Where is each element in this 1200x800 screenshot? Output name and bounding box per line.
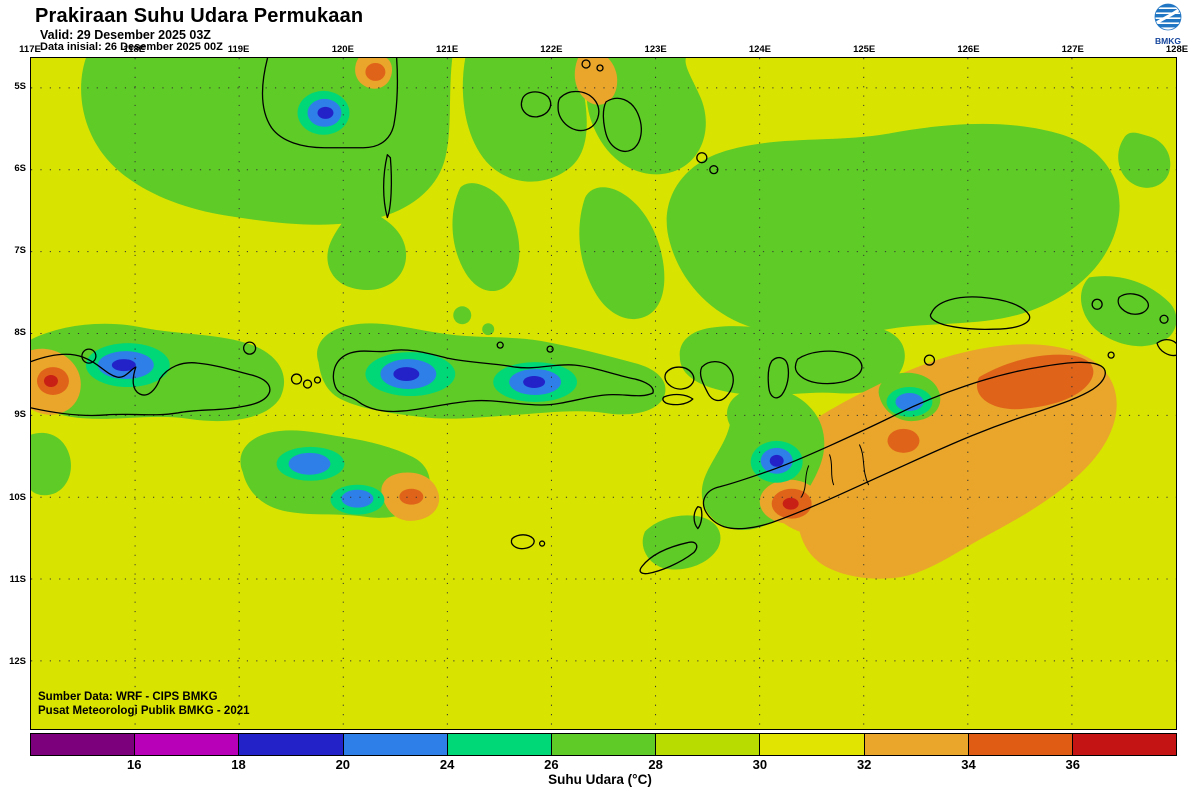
colorbar-segment (759, 734, 864, 755)
timor-internal-border (801, 465, 810, 498)
lon-tick-label: 118E (123, 44, 146, 55)
temperature-field (31, 58, 1176, 729)
coastline-flores (332, 349, 654, 413)
coastline-romang (1117, 293, 1149, 315)
colorbar-tick-label: 30 (752, 757, 768, 772)
lat-tick-label: 6S (14, 163, 26, 175)
colorbar-segment (31, 734, 135, 755)
coastline-solor (662, 393, 694, 406)
colorbar-tick-label: 28 (648, 757, 663, 772)
lat-tick-label: 10S (9, 491, 26, 503)
timor-internal-border (859, 444, 870, 486)
lon-tick-label: 123E (644, 44, 667, 55)
coastline-lembata (699, 361, 734, 402)
lon-tick-label: 125E (853, 44, 876, 55)
source-line-1: Sumber Data: WRF - CIPS BMKG (38, 691, 218, 703)
coastline-adonara (664, 366, 695, 390)
lat-tick-label: 12S (9, 655, 26, 667)
coastline-islet (313, 376, 322, 384)
lon-tick-label: 119E (227, 44, 250, 55)
lon-tick-label: 117E (19, 44, 41, 55)
lon-tick-label: 124E (748, 44, 771, 55)
colorbar-tick-label: 16 (127, 757, 142, 772)
coastline-semau (693, 506, 703, 530)
lat-tick-label: 9S (14, 409, 26, 421)
lat-tick-label: 11S (9, 573, 26, 585)
bmkg-globe-icon (1154, 3, 1182, 31)
colorbar-tick-label: 20 (335, 757, 351, 772)
coastline-sabu (510, 534, 535, 550)
colorbar-segment (863, 734, 968, 755)
coastline-pantar (767, 356, 790, 399)
colorbar-tick-label: 26 (544, 757, 559, 772)
bmkg-logo-label: BMKG (1155, 36, 1181, 46)
lon-labels: 117E 118E 119E 120E 121E 122E 123E 124E 125E 126E… (0, 44, 1200, 56)
colorbar-segment (655, 734, 760, 755)
lon-tick-label: 121E (435, 44, 459, 55)
coastline-kisar (1107, 351, 1115, 359)
colorbar-ticks: 16 18 20 24 26 28 30 32 34 36 (0, 757, 1200, 773)
coastline-muna (557, 90, 600, 132)
colorbar-tick-label: 36 (1065, 757, 1080, 772)
lat-tick-label: 5S (14, 81, 26, 92)
colorbar-tick-label: 34 (961, 757, 976, 772)
lon-tick-label: 128E (1165, 44, 1189, 55)
coastline-islet (1159, 314, 1169, 324)
coastline-sulawesi (261, 58, 399, 149)
lat-tick-label: 7S (14, 245, 26, 257)
colorbar-segment (550, 734, 656, 755)
coastline-islet (546, 345, 554, 353)
coastline-rinca (302, 379, 313, 389)
coastline-islet (496, 341, 504, 349)
lat-tick-label: 8S (14, 327, 26, 339)
map-frame (30, 57, 1177, 730)
coastline-buton (602, 97, 642, 152)
coastline-sumbawa (31, 353, 271, 417)
colorbar (30, 733, 1177, 756)
timor-internal-border (829, 454, 835, 486)
lon-tick-label: 122E (540, 44, 563, 55)
colorbar-segment (446, 734, 551, 755)
source-line-2: Pusat Meteorologi Publik BMKG - 2021 (38, 705, 250, 717)
coastline-rote (639, 541, 698, 575)
coastline-islet (538, 540, 546, 547)
coastline-selayar (383, 154, 393, 219)
coastline-wetar (929, 296, 1031, 330)
colorbar-segment (967, 734, 1072, 755)
colorbar-segment (238, 734, 343, 755)
lon-tick-label: 126E (957, 44, 980, 55)
colorbar-segment (1071, 734, 1177, 755)
lon-tick-label: 120E (331, 44, 354, 55)
coastline-kabaena (520, 91, 552, 118)
coastline-timor (702, 361, 1106, 530)
colorbar-tick-label: 18 (231, 757, 246, 772)
map-canvas (31, 58, 1176, 729)
bmkg-logo: BMKG (1150, 3, 1186, 46)
coastline-sangeang (242, 341, 257, 355)
coastline-islet (1091, 298, 1103, 310)
colorbar-caption: Suhu Udara (°C) (548, 772, 652, 787)
colorbar-segment (134, 734, 239, 755)
coastline-islet (596, 64, 604, 72)
coastline-islet (581, 59, 591, 69)
colorbar-segment (342, 734, 447, 755)
coastline-alor (794, 350, 863, 385)
colorbar-tick-label: 24 (439, 757, 455, 772)
valid-line: Valid: 29 Desember 2025 03Z (40, 28, 211, 42)
coastline-islet (709, 165, 719, 175)
colorbar-tick-label: 32 (856, 757, 872, 772)
lon-tick-label: 127E (1061, 44, 1084, 55)
coastline-islet (696, 152, 708, 164)
init-line: Data inisial: 26 Desember 2025 00Z (40, 41, 223, 53)
page-title: Prakiraan Suhu Udara Permukaan (35, 5, 364, 27)
lat-labels: 5S 6S 7S 8S 9S 10S 11S 12S (0, 0, 27, 800)
coastlines (31, 58, 1176, 575)
coastline-komodo (290, 373, 303, 385)
coastline-islet (1156, 339, 1176, 357)
coastline-atauro (923, 354, 936, 366)
grid-lines (31, 58, 1176, 729)
